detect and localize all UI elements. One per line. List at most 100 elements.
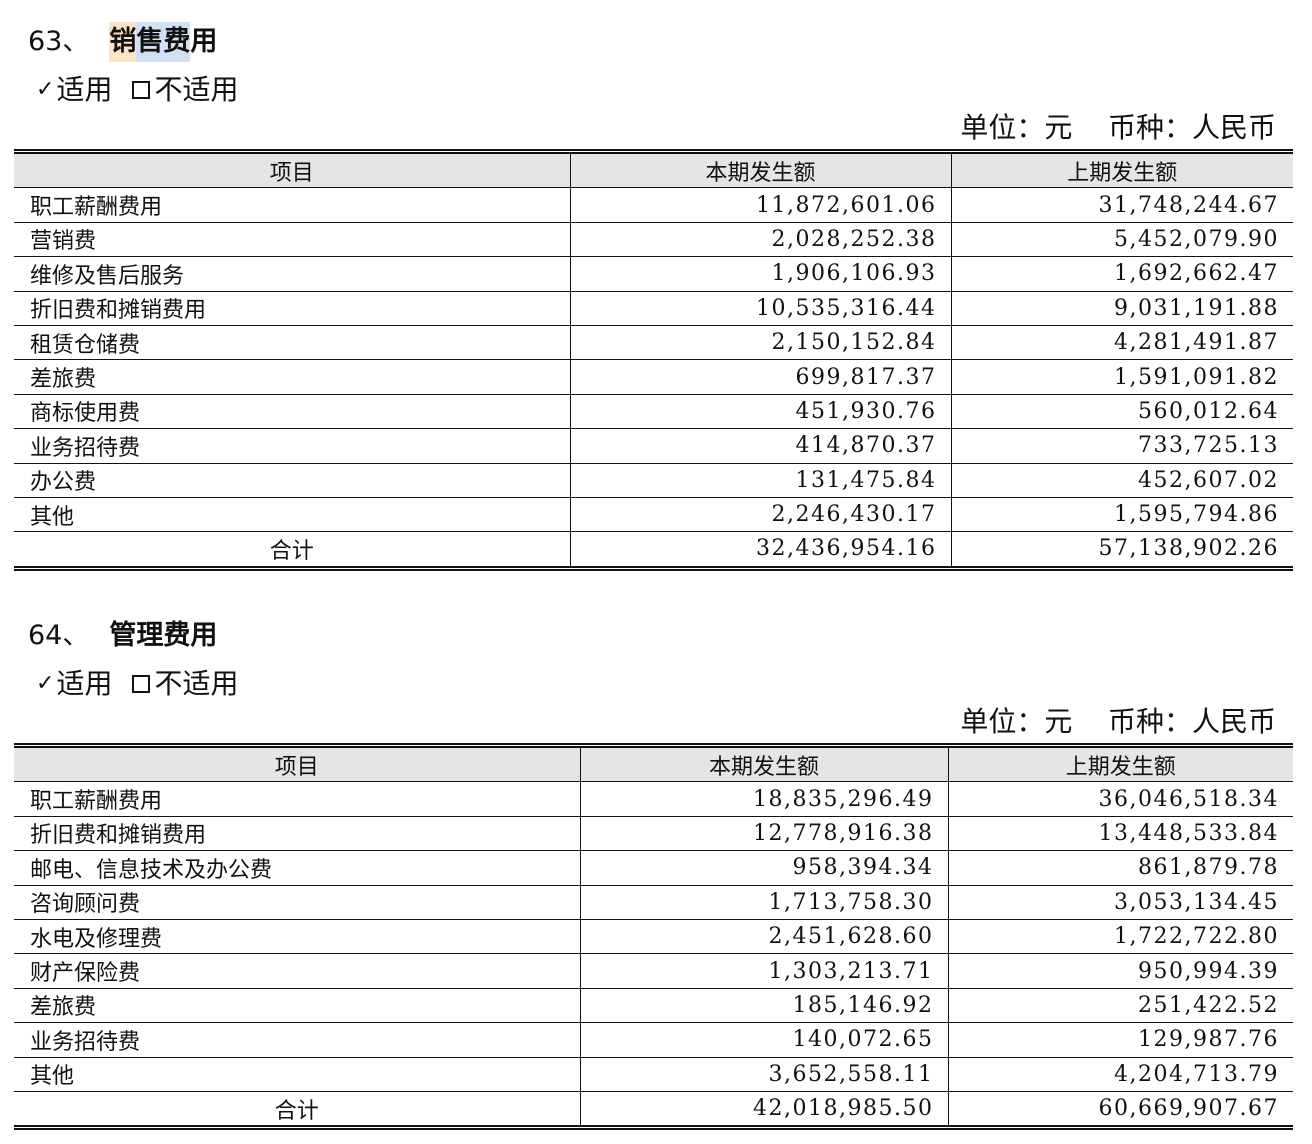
applies-label: 适用 [56,667,113,700]
row-previous: 452,607.02 [950,462,1293,498]
row-item: 办公费 [14,462,571,498]
table-row: 其他 3,652,558.11 4,204,713.79 [14,1056,1293,1092]
table-row: 职工薪酬费用 11,872,601.06 31,748,244.67 [14,187,1293,223]
row-item: 折旧费和摊销费用 [14,290,571,326]
row-item: 业务招待费 [14,1022,581,1058]
table-row: 业务招待费 140,072.65 129,987.76 [14,1022,1293,1058]
column-header-current: 本期发生额 [579,745,949,783]
empty-checkbox-icon [132,675,151,693]
section-number: 64、 [28,620,90,651]
row-item: 差旅费 [14,987,581,1024]
table-header-row: 项目 本期发生额 上期发生额 [14,151,1293,189]
empty-checkbox-icon [132,81,151,99]
checkmark-icon: ✓ [36,671,55,696]
table-row: 邮电、信息技术及办公费 958,394.34 861,879.78 [14,850,1293,886]
table-row: 折旧费和摊销费用 12,778,916.38 13,448,533.84 [14,815,1293,852]
row-previous: 560,012.64 [950,393,1293,430]
applicability-line: ✓ 适用 不适用 [36,70,238,110]
row-item: 邮电、信息技术及办公费 [14,850,581,886]
row-item: 维修及售后服务 [14,256,571,292]
unit-currency-line: 单位：元 币种：人民币 [960,111,1276,144]
row-item: 差旅费 [14,359,571,395]
table-header-row: 项目 本期发生额 上期发生额 [14,745,1293,783]
unit-currency-line: 单位：元 币种：人民币 [960,705,1276,738]
row-previous: 5,452,079.90 [950,221,1293,258]
total-current: 42,018,985.50 [579,1090,949,1128]
total-label: 合计 [14,531,571,569]
table-row: 差旅费 185,146.92 251,422.52 [14,987,1293,1024]
total-row: 合计 32,436,954.16 57,138,902.26 [14,531,1293,569]
row-current: 1,713,758.30 [579,884,949,920]
row-previous: 129,987.76 [947,1022,1293,1058]
total-current: 32,436,954.16 [569,531,952,569]
row-previous: 4,281,491.87 [950,324,1293,361]
row-previous: 1,591,091.82 [950,359,1293,395]
row-current: 2,150,152.84 [569,324,952,361]
total-previous: 60,669,907.67 [947,1090,1293,1128]
table-row: 差旅费 699,817.37 1,591,091.82 [14,359,1293,395]
row-previous: 251,422.52 [947,987,1293,1024]
row-current: 2,028,252.38 [569,221,952,258]
row-item: 业务招待费 [14,428,571,464]
row-current: 958,394.34 [579,850,949,886]
table-row: 咨询顾问费 1,713,758.30 3,053,134.45 [14,884,1293,920]
row-previous: 13,448,533.84 [947,815,1293,852]
row-previous: 36,046,518.34 [947,781,1293,817]
row-current: 18,835,296.49 [579,781,949,817]
not-applies-label: 不适用 [154,73,239,106]
section-title-part: 用 [190,26,218,57]
column-header-previous: 上期发生额 [950,151,1293,189]
row-item: 职工薪酬费用 [14,187,571,223]
row-current: 414,870.37 [569,428,952,464]
row-current: 185,146.92 [579,987,949,1024]
row-item: 折旧费和摊销费用 [14,815,581,852]
table-row: 维修及售后服务 1,906,106.93 1,692,662.47 [14,256,1293,292]
row-previous: 31,748,244.67 [950,187,1293,223]
table-row: 租赁仓储费 2,150,152.84 4,281,491.87 [14,324,1293,361]
section-title: 管理费用 [109,620,218,651]
row-current: 2,451,628.60 [579,918,949,955]
table-row: 水电及修理费 2,451,628.60 1,722,722.80 [14,918,1293,955]
section-title-part: 售费 [136,22,191,62]
column-header-previous: 上期发生额 [947,745,1293,783]
section-title-part: 销 [109,22,137,62]
applies-label: 适用 [56,73,113,106]
row-item: 其他 [14,1056,581,1092]
table-row: 办公费 131,475.84 452,607.02 [14,462,1293,498]
not-applies-label: 不适用 [154,667,239,700]
row-current: 12,778,916.38 [579,815,949,852]
row-previous: 950,994.39 [947,953,1293,989]
row-current: 10,535,316.44 [569,290,952,326]
row-previous: 1,595,794.86 [950,496,1293,533]
row-current: 699,817.37 [569,359,952,395]
row-item: 咨询顾问费 [14,884,581,920]
selling-expenses-table: 项目 本期发生额 上期发生额 职工薪酬费用 11,872,601.06 31,748… [14,149,1293,571]
row-current: 3,652,558.11 [579,1056,949,1092]
table-row: 折旧费和摊销费用 10,535,316.44 9,031,191.88 [14,290,1293,326]
row-current: 451,930.76 [569,393,952,430]
row-previous: 733,725.13 [950,428,1293,464]
column-header-item: 项目 [14,151,571,189]
column-header-item: 项目 [14,745,581,783]
column-header-current: 本期发生额 [569,151,952,189]
row-item: 其他 [14,496,571,533]
row-previous: 1,722,722.80 [947,918,1293,955]
row-current: 11,872,601.06 [569,187,952,223]
table-row: 其他 2,246,430.17 1,595,794.86 [14,496,1293,533]
row-item: 租赁仓储费 [14,324,571,361]
checkmark-icon: ✓ [36,77,55,102]
row-current: 1,906,106.93 [569,256,952,292]
table-row: 营销费 2,028,252.38 5,452,079.90 [14,221,1293,258]
applicability-line: ✓ 适用 不适用 [36,664,238,704]
section-heading: 63、 销售费用 [28,22,217,62]
total-row: 合计 42,018,985.50 60,669,907.67 [14,1090,1293,1128]
table-row: 商标使用费 451,930.76 560,012.64 [14,393,1293,430]
table-row: 职工薪酬费用 18,835,296.49 36,046,518.34 [14,781,1293,817]
row-previous: 4,204,713.79 [947,1056,1293,1092]
row-previous: 1,692,662.47 [950,256,1293,292]
row-current: 2,246,430.17 [569,496,952,533]
row-item: 职工薪酬费用 [14,781,581,817]
table-row: 业务招待费 414,870.37 733,725.13 [14,428,1293,464]
row-current: 140,072.65 [579,1022,949,1058]
row-current: 131,475.84 [569,462,952,498]
